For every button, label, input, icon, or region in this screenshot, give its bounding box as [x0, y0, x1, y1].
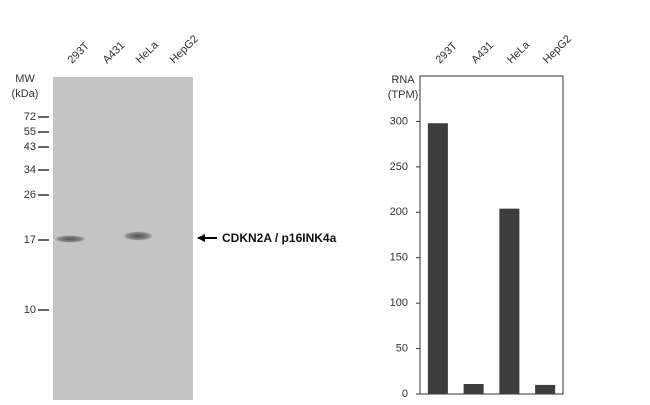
bar: [463, 384, 484, 394]
marker-label: 34: [24, 164, 36, 176]
y-tick-label: 250: [390, 161, 408, 173]
marker-label: 43: [24, 141, 36, 153]
blot-band: [122, 231, 154, 241]
marker-label: 55: [24, 126, 36, 138]
y-tick-label: 100: [390, 297, 408, 309]
y-axis-label: (TPM): [388, 89, 419, 101]
annotation: CDKN2A / p16INK4a: [222, 231, 337, 245]
bar: [499, 208, 520, 394]
marker-label: 26: [24, 189, 36, 201]
lane-label: A431: [101, 40, 128, 67]
marker-label: 10: [24, 304, 36, 316]
plot-frame: [419, 75, 564, 395]
marker-label: 72: [24, 111, 36, 123]
y-tick-label: 300: [390, 115, 408, 127]
y-tick-label: 200: [390, 206, 408, 218]
y-tick-label: 150: [390, 252, 408, 264]
lane-label: HeLa: [134, 38, 162, 66]
unit-label: (kDa): [12, 88, 39, 100]
mw-label: MW: [15, 73, 35, 85]
x-tick-label: A431: [469, 40, 496, 67]
arrow-head: [197, 234, 205, 242]
lane-label: HepG2: [168, 33, 201, 66]
x-tick-label: HepG2: [541, 33, 574, 66]
blot-band: [53, 235, 87, 243]
y-axis-label: RNA: [391, 74, 415, 86]
lane-label: 293T: [66, 40, 92, 66]
x-tick-label: HeLa: [505, 38, 533, 66]
bar: [535, 384, 556, 394]
x-tick-label: 293T: [434, 40, 460, 66]
y-tick-label: 50: [396, 342, 408, 354]
bar: [427, 123, 448, 394]
marker-label: 17: [24, 234, 36, 246]
y-tick-label: 0: [402, 388, 408, 400]
